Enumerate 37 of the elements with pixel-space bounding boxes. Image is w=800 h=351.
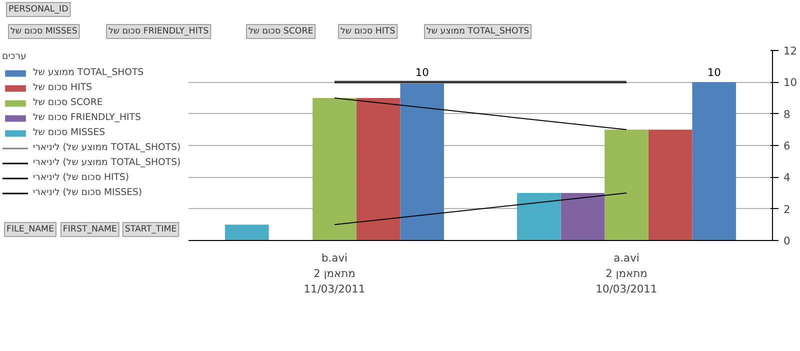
bar [312,98,356,240]
legend-label: ליניארי (סכום של MISSES) [33,187,142,198]
legend-label: סכום של FRIENDLY_HITS [33,112,141,123]
bar [560,193,605,240]
y-tick-label: 10 [784,76,798,90]
legend-label: סכום של MISSES [33,127,106,138]
bar [692,82,736,240]
bar [604,130,648,240]
legend-label: ליניארי (ממוצע של TOTAL_SHOTS) [33,142,181,153]
text: PERSONAL_ID [8,4,69,14]
y-tick-label: 12 [784,44,798,58]
text: סכום של HITS [340,26,396,36]
y-tick-label: 2 [784,202,790,216]
legend-label: ליניארי (ממוצע של TOTAL_SHOTS) [33,157,181,168]
bar [648,130,692,240]
legend-label: ממוצע של TOTAL_SHOTS [33,67,144,78]
text: ממוצע של TOTAL_SHOTS [426,26,530,36]
legend-label: סכום של SCORE [33,97,103,108]
y-tick-label: 0 [784,234,790,248]
y-tick-label: 8 [784,108,790,121]
bar [517,193,561,240]
bar [356,98,400,240]
y-tick-label: 6 [784,140,790,152]
text: סכום של FRIENDLY_HITS [108,26,210,36]
data-label: 10 [707,66,722,80]
text: סכום של MISSES [10,26,78,36]
y-tick-label: 4 [784,171,790,184]
text: FIRST_NAME [62,224,117,234]
legend-label: סכום של HITS [33,82,92,93]
text: סכום של SCORE [248,26,314,36]
bar [400,82,444,240]
bar [225,224,269,240]
legend-label: ליניארי (סכום של HITS) [33,172,129,183]
data-label: 10 [415,66,430,80]
legend-title: ערכים [2,51,28,62]
text: FILE_NAME [6,224,54,234]
text: START_TIME [124,224,177,234]
